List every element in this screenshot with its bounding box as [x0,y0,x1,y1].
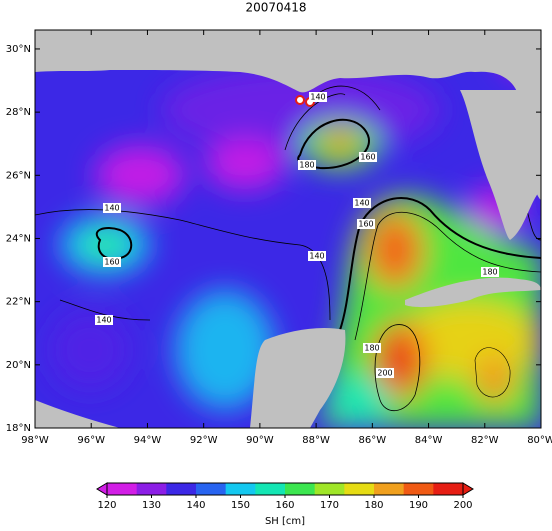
colorbar-tick-label: 130 [142,500,161,511]
y-tick-label: 26°N [6,170,31,181]
y-tick-label: 30°N [6,44,31,55]
colorbar-segment [136,483,167,495]
colorbar-segment [403,483,434,495]
contour-label-bg [376,368,394,378]
contour-label-bg [298,160,316,170]
colorbar-tick-label: 120 [97,500,116,511]
colorbar-tick-label: 190 [409,500,428,511]
y-tick-label: 22°N [6,297,31,308]
x-tick-label: 82°W [471,435,499,446]
contour-label-bg [357,219,375,229]
contour-label: 140 [309,252,324,261]
x-tick-label: 92°W [190,435,218,446]
y-tick-label: 20°N [6,360,31,371]
contour-label: 160 [104,258,119,267]
x-tick-label: 94°W [134,435,162,446]
contour-label-bg [308,251,326,261]
colorbar-tick-label: 140 [186,500,205,511]
contour-label-bg [103,257,121,267]
colorbar-segment [433,483,464,495]
colorbar-segment [107,483,138,495]
colorbar-segment [344,483,375,495]
contour-label: 140 [310,93,325,102]
colorbar-tick-label: 200 [453,500,472,511]
x-tick-label: 98°W [21,435,49,446]
contour-label: 180 [482,268,497,277]
colorbar-segment [255,483,286,495]
colorbar-segment [374,483,405,495]
colorbar-segment [285,483,316,495]
x-tick-label: 84°W [415,435,443,446]
colorbar-segment [314,483,345,495]
colorbar-tick-label: 170 [320,500,339,511]
contour-label-bg [309,92,327,102]
contour-label: 160 [360,153,375,162]
colorbar-tick-label: 160 [275,500,294,511]
colorbar-tick-label: 180 [364,500,383,511]
contour-label-bg [353,198,371,208]
contour-label: 180 [299,161,314,170]
land [35,30,541,428]
contour-label-bg [481,267,499,277]
contour-label: 180 [364,344,379,353]
map-title: 20070418 [245,1,306,15]
x-tick-label: 88°W [302,435,330,446]
colorbar-arrow [96,482,108,496]
field [35,30,541,428]
map-frame [34,29,542,429]
contour-label: 140 [104,204,119,213]
x-tick-label: 86°W [359,435,387,446]
colorbar-tick-label: 150 [231,500,250,511]
x-tick-label: 96°W [77,435,105,446]
contour-label: 200 [377,369,392,378]
colorbar-segment [166,483,197,495]
colorbar-label: SH [cm] [265,516,305,527]
contour-label: 140 [354,199,369,208]
contour-label-bg [363,343,381,353]
y-tick-label: 24°N [6,233,31,244]
colorbar-segment [196,483,227,495]
y-tick-label: 18°N [6,423,31,434]
contour-label: 140 [96,316,111,325]
colorbar-segment [225,483,256,495]
eddy-marker [295,95,305,105]
x-tick-label: 90°W [246,435,274,446]
colorbar-arrow [462,482,474,496]
contour-label: 160 [358,220,373,229]
contour-label-bg [359,152,377,162]
y-tick-label: 28°N [6,107,31,118]
contour-label-bg [103,203,121,213]
x-tick-label: 80°W [527,435,552,446]
contour-label-bg [95,315,113,325]
